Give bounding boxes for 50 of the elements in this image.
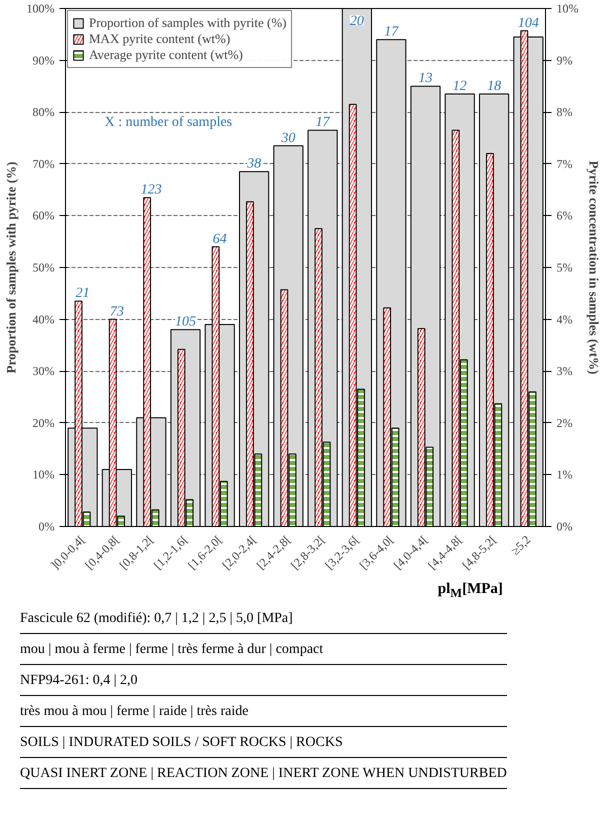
y2-axis-title: Pyrite concentration in samples (wt%) xyxy=(586,160,602,374)
annotation: 17 xyxy=(384,24,400,40)
y2-tick-label: 8% xyxy=(556,105,572,120)
annotation: 13 xyxy=(418,71,432,86)
legend-label: Average pyrite content (wt%) xyxy=(89,47,243,63)
legend-label: MAX pyrite content (wt%) xyxy=(89,31,230,47)
y2-tick-label: 1% xyxy=(556,468,572,482)
y2-tick-label: 5% xyxy=(556,260,572,274)
y2-tick-label: 10% xyxy=(556,2,578,16)
y2-tick-label: 7% xyxy=(556,156,572,171)
annotation: 73 xyxy=(110,304,124,320)
y-tick-label: 70% xyxy=(32,156,55,171)
text: Fascicule 62 (modifié): 0,7 | 1,2 | 2,5 | 5,0 [MPa] xyxy=(20,608,507,634)
y-tick-label: 40% xyxy=(32,312,55,326)
y-tick-label: 100% xyxy=(26,2,55,16)
text: SOILS | INDURATED SOILS / SOFT ROCKS | ROCKS xyxy=(20,732,507,758)
annotation: X : number of samples xyxy=(104,114,232,130)
annotation: 18 xyxy=(487,78,502,94)
y2-tick-label: 9% xyxy=(556,53,572,68)
y-tick-label: 20% xyxy=(32,416,55,430)
y-axis-title: Proportion of samples with pyrite (%) xyxy=(4,162,19,374)
y-tick-label: 10% xyxy=(32,468,55,482)
annotation: 64 xyxy=(212,232,227,247)
y-tick-label: 90% xyxy=(32,53,55,68)
x-axis-title: pl$_{M}$[MPa] xyxy=(436,580,503,602)
annotation: 123 xyxy=(140,182,162,198)
annotation: 21 xyxy=(76,286,90,302)
y2-tick-label: 4% xyxy=(556,312,572,326)
y2-tick-label: 6% xyxy=(556,208,572,223)
y2-tick-label: 0% xyxy=(556,520,572,534)
y2-tick-label: 2% xyxy=(556,416,572,430)
text: QUASI INERT ZONE | REACTION ZONE | INERT ZONE WHEN UNDISTURBED xyxy=(20,764,507,789)
annotation: 20 xyxy=(350,14,364,30)
y-tick-label: 50% xyxy=(32,260,55,274)
text: mou | mou à ferme | ferme | très ferme à dur | compact xyxy=(20,640,507,665)
annotation: 17 xyxy=(316,115,331,130)
annotation: 30 xyxy=(280,130,296,146)
y-tick-label: 30% xyxy=(32,364,55,378)
y-tick-label: 80% xyxy=(32,105,55,120)
annotation: 105 xyxy=(175,314,196,330)
y2-tick-label: 3% xyxy=(556,364,572,378)
y-tick-label: 60% xyxy=(32,208,55,223)
annotation: 12 xyxy=(452,78,467,94)
annotation: 38 xyxy=(246,156,262,172)
legend-label: Proportion of samples with pyrite (%) xyxy=(89,15,286,31)
text: NFP94-261: 0,4 | 2,0 xyxy=(20,670,507,696)
y-tick-label: 0% xyxy=(38,520,55,534)
x-tick-label: ≥5,2 xyxy=(508,532,534,558)
text: très mou à mou | ferme | raide | très raide xyxy=(20,702,507,727)
annotation: 104 xyxy=(518,16,539,31)
